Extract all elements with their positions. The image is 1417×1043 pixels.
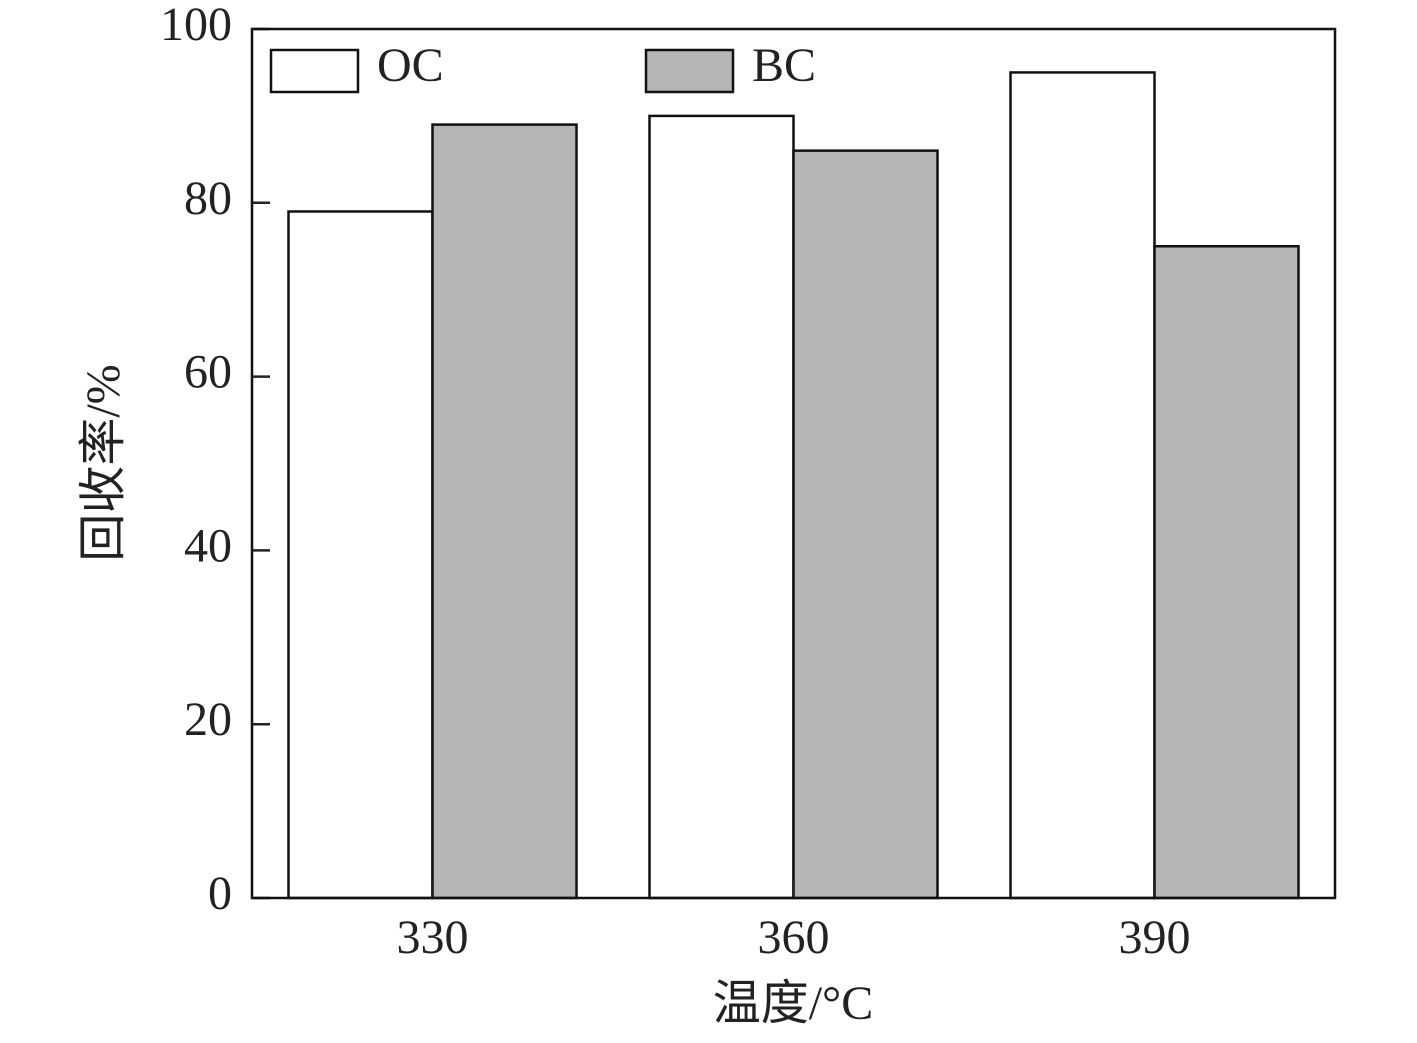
- y-tick-label: 80: [184, 172, 232, 225]
- bar: [1009, 71, 1156, 900]
- x-tick-label: 390: [1119, 911, 1191, 964]
- bar: [287, 210, 434, 900]
- x-tick-label: 330: [397, 911, 469, 964]
- bar: [1153, 245, 1300, 900]
- y-tick-label: 100: [160, 0, 232, 51]
- y-tick-label: 20: [184, 693, 232, 746]
- plot-frame: [250, 27, 1337, 900]
- bar: [648, 114, 795, 900]
- x-tick-label: 360: [758, 911, 830, 964]
- bar: [431, 123, 578, 900]
- y-axis-label: 回收率/%: [77, 364, 130, 561]
- y-tick-label: 0: [208, 867, 232, 920]
- legend-label: OC: [377, 39, 444, 92]
- x-axis-label: 温度/°C: [713, 977, 874, 1030]
- y-tick-label: 60: [184, 346, 232, 399]
- legend-label: BC: [752, 39, 816, 92]
- legend-swatch: [269, 48, 360, 94]
- y-tick-label: 40: [184, 519, 232, 572]
- bar: [792, 149, 939, 900]
- legend-swatch: [644, 48, 735, 94]
